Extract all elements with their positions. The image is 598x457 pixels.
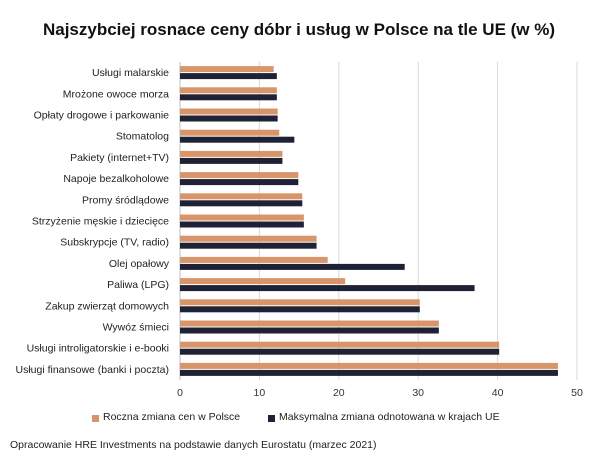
bar-poland	[180, 108, 278, 115]
bar-poland	[180, 320, 439, 327]
bar-chart: Usługi malarskie Mrożone owoce morza Opłat…	[16, 62, 583, 399]
x-tick-label: 10	[254, 387, 266, 399]
x-tick-label: 20	[333, 387, 345, 399]
bar-eu-max	[180, 179, 299, 186]
bar-poland	[180, 87, 277, 94]
legend: Roczna zmiana cen w Polsce Maksymalna zm…	[0, 411, 598, 427]
category-label: Subskrypcje (TV, radio)	[60, 237, 169, 249]
bar-poland	[180, 362, 558, 369]
bar-eu-max	[180, 221, 304, 228]
bar-eu-max	[180, 200, 303, 207]
bar-eu-max	[180, 73, 277, 80]
x-tick-labels: 0 10 20 30 40 50	[177, 387, 583, 399]
category-label: Stomatolog	[116, 131, 169, 143]
bar-eu-max	[180, 369, 558, 376]
bar-poland	[180, 341, 500, 348]
chart-title: Najszybciej rosnace ceny dóbr i usług w …	[42, 20, 556, 39]
category-label: Promy śródlądowe	[82, 194, 169, 206]
bar-poland	[180, 278, 346, 285]
category-labels: Usługi malarskie Mrożone owoce morza Opłat…	[16, 67, 170, 376]
bar-poland	[180, 299, 420, 306]
bar-poland	[180, 256, 328, 263]
legend-label-poland: Roczna zmiana cen w Polsce	[103, 411, 241, 423]
legend-swatch-eu-max	[268, 415, 275, 422]
category-label: Olej opałowy	[109, 258, 170, 270]
x-tick-label: 40	[492, 387, 504, 399]
bar-eu-max	[180, 348, 500, 355]
category-label: Mrożone owoce morza	[63, 88, 169, 100]
category-label: Usługi finansowe (banki i poczta)	[16, 364, 170, 376]
source-note: Opracowanie HRE Investments na podstawie…	[10, 439, 377, 451]
bar-poland	[180, 66, 274, 73]
bar-poland	[180, 214, 304, 221]
bar-eu-max	[180, 285, 475, 292]
bars	[180, 66, 558, 376]
category-label: Wywóz śmieci	[103, 322, 169, 334]
bar-poland	[180, 193, 303, 200]
bar-eu-max	[180, 263, 405, 270]
x-tick-label: 50	[571, 387, 583, 399]
category-label: Opłaty drogowe i parkowanie	[34, 110, 170, 122]
category-label: Zakup zwierząt domowych	[45, 300, 169, 312]
bar-eu-max	[180, 157, 283, 164]
bar-poland	[180, 129, 280, 136]
gridlines	[179, 62, 578, 380]
category-label: Usługi malarskie	[92, 67, 169, 79]
bar-eu-max	[180, 136, 295, 143]
bar-eu-max	[180, 242, 317, 249]
legend-swatch-poland	[92, 415, 99, 422]
bar-eu-max	[180, 115, 278, 122]
bar-poland	[180, 172, 299, 179]
x-tick-label: 0	[177, 387, 183, 399]
category-label: Strzyżenie męskie i dziecięce	[32, 216, 169, 228]
bar-eu-max	[180, 327, 439, 334]
bar-eu-max	[180, 306, 420, 313]
x-tick-label: 30	[412, 387, 424, 399]
bar-eu-max	[180, 94, 277, 101]
legend-label-eu-max: Maksymalna zmiana odnotowana w krajach U…	[279, 411, 500, 423]
bar-poland	[180, 150, 283, 157]
category-label: Napoje bezalkoholowe	[63, 173, 169, 185]
category-label: Paliwa (LPG)	[107, 279, 169, 291]
category-label: Usługi introligatorskie i e-booki	[27, 343, 169, 355]
bar-poland	[180, 235, 317, 242]
category-label: Pakiety (internet+TV)	[70, 152, 169, 164]
